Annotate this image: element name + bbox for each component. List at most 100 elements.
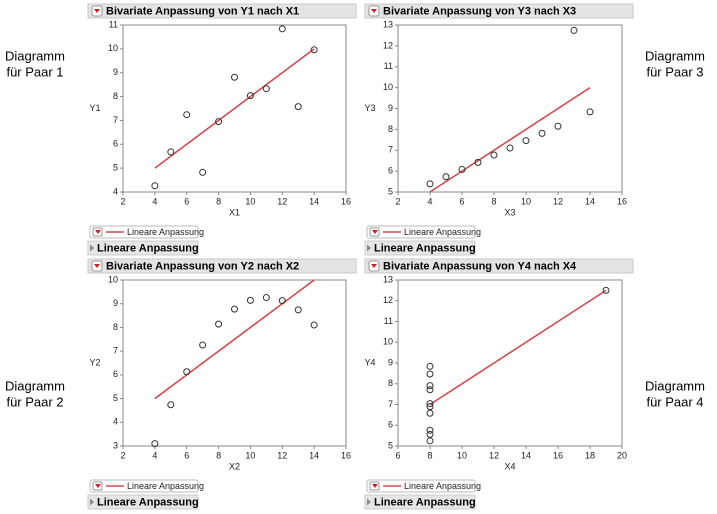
legend-label: Lineare Anpassung: [404, 481, 481, 491]
x-tick-label: 8: [491, 196, 496, 206]
y-tick-label: 7: [113, 346, 118, 356]
y-tick-label: 9: [388, 103, 393, 113]
point: [199, 168, 207, 176]
point: [231, 73, 238, 81]
x-tick-label: 20: [617, 450, 627, 460]
x-tick-label: 16: [617, 196, 627, 206]
x-tick-label: 16: [341, 196, 351, 206]
x-tick-label: 4: [152, 196, 157, 206]
point: [294, 306, 302, 314]
legend-menu-arrow[interactable]: [95, 230, 101, 234]
y-tick-label: 8: [388, 378, 393, 388]
side-label: für Paar 3: [646, 64, 703, 79]
point: [602, 286, 610, 294]
plot-frame: [397, 24, 623, 193]
y-tick-label: 12: [383, 40, 393, 50]
y-tick-label: 9: [113, 67, 118, 77]
fit-line: [154, 48, 315, 169]
menu-arrow[interactable]: [371, 9, 377, 13]
y-tick-label: 4: [113, 186, 118, 196]
outline-node[interactable]: [87, 240, 199, 256]
legend-box: [89, 479, 199, 493]
panel-header: [364, 3, 634, 19]
outline-arrow[interactable]: [90, 244, 94, 252]
side-label: Diagramm: [5, 48, 65, 63]
point: [183, 368, 191, 376]
fit-line: [429, 86, 591, 193]
x-tick-label: 12: [553, 196, 563, 206]
fit-line: [429, 289, 607, 406]
x-tick-label: 6: [459, 196, 464, 206]
menu-arrow[interactable]: [94, 264, 100, 268]
outline-arrow[interactable]: [367, 498, 371, 506]
point: [310, 46, 318, 54]
y-axis-label: Y2: [89, 357, 100, 367]
x-axis-label: X1: [229, 207, 240, 217]
point: [538, 129, 546, 137]
x-tick-label: 10: [245, 196, 255, 206]
point: [426, 400, 434, 408]
outline-node[interactable]: [87, 494, 199, 510]
panel-header: [87, 3, 357, 19]
y-tick-label: 11: [109, 19, 118, 29]
point: [522, 137, 530, 145]
y-tick-label: 10: [383, 337, 393, 347]
legend-menu-arrow[interactable]: [372, 230, 378, 234]
y-tick-label: 8: [113, 91, 118, 101]
y-axis-label: Y3: [364, 103, 375, 113]
point: [570, 26, 578, 34]
y-tick-label: 7: [113, 115, 118, 125]
panel-title: Bivariate Anpassung von Y4 nach X4: [383, 260, 577, 272]
menu-arrow[interactable]: [94, 9, 100, 13]
panel-title: Bivariate Anpassung von Y2 nach X2: [106, 260, 299, 272]
point: [151, 440, 159, 448]
outline-label: Lineare Anpassung: [97, 242, 199, 254]
y-tick-label: 8: [113, 322, 118, 332]
outline-label: Lineare Anpassung: [374, 496, 476, 508]
point: [294, 103, 302, 111]
legend-menu-arrow[interactable]: [95, 484, 101, 488]
x-tick-label: 8: [427, 450, 432, 460]
x-tick-label: 16: [553, 450, 563, 460]
point: [426, 370, 434, 378]
point: [426, 386, 434, 394]
panel-header: [87, 258, 357, 274]
outline-arrow[interactable]: [367, 244, 371, 252]
y-tick-label: 7: [388, 399, 393, 409]
y-tick-label: 11: [384, 316, 393, 326]
y-tick-label: 10: [383, 82, 393, 92]
x-tick-label: 8: [216, 196, 221, 206]
point: [426, 426, 434, 434]
legend-label: Lineare Anpassung: [127, 227, 204, 237]
x-tick-label: 2: [395, 196, 400, 206]
y-tick-label: 5: [388, 186, 393, 196]
x-tick-label: 6: [395, 450, 400, 460]
plot-frame: [397, 279, 623, 447]
legend-menu-arrow[interactable]: [372, 484, 378, 488]
menu-arrow[interactable]: [371, 264, 377, 268]
x-axis-label: X2: [229, 461, 240, 471]
y-tick-label: 7: [388, 145, 393, 155]
x-tick-label: 6: [184, 196, 189, 206]
y-axis-label: Y4: [364, 357, 375, 367]
panel-title: Bivariate Anpassung von Y1 nach X1: [106, 5, 299, 17]
side-label: Diagramm: [645, 378, 705, 393]
x-tick-label: 4: [427, 196, 432, 206]
y-tick-label: 10: [108, 43, 118, 53]
fit-line: [154, 279, 315, 400]
outline-label: Lineare Anpassung: [97, 496, 199, 508]
point: [586, 108, 594, 116]
y-tick-label: 13: [383, 19, 393, 29]
x-tick-label: 14: [521, 450, 531, 460]
point: [458, 165, 466, 173]
y-tick-label: 3: [113, 440, 118, 450]
y-tick-label: 6: [113, 369, 118, 379]
point: [474, 158, 482, 166]
x-tick-label: 8: [216, 450, 221, 460]
outline-arrow[interactable]: [90, 498, 94, 506]
outline-node[interactable]: [364, 494, 476, 510]
outline-node[interactable]: [364, 240, 476, 256]
x-tick-label: 6: [184, 450, 189, 460]
y-tick-label: 11: [384, 61, 393, 71]
